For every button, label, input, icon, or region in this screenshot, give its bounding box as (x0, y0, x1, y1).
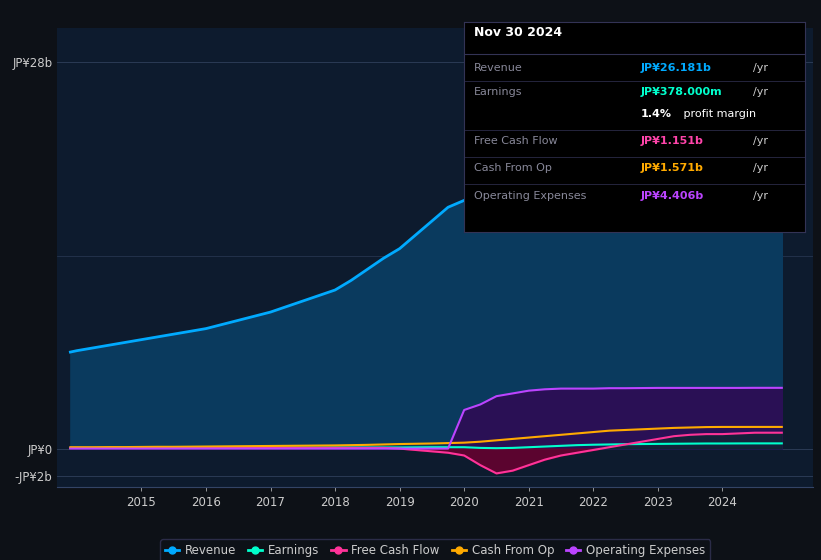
Text: Operating Expenses: Operating Expenses (474, 190, 586, 200)
Text: Earnings: Earnings (474, 87, 523, 97)
Text: JP¥1.571b: JP¥1.571b (641, 164, 704, 174)
Text: profit margin: profit margin (681, 109, 756, 119)
Text: Cash From Op: Cash From Op (474, 164, 552, 174)
Text: /yr: /yr (754, 164, 768, 174)
Text: Revenue: Revenue (474, 63, 523, 73)
Text: 1.4%: 1.4% (641, 109, 672, 119)
Text: /yr: /yr (754, 87, 768, 97)
Legend: Revenue, Earnings, Free Cash Flow, Cash From Op, Operating Expenses: Revenue, Earnings, Free Cash Flow, Cash … (160, 539, 710, 560)
Text: Free Cash Flow: Free Cash Flow (474, 136, 557, 146)
Text: Nov 30 2024: Nov 30 2024 (474, 26, 562, 39)
Text: /yr: /yr (754, 136, 768, 146)
Text: /yr: /yr (754, 190, 768, 200)
Text: /yr: /yr (754, 63, 768, 73)
Text: JP¥1.151b: JP¥1.151b (641, 136, 704, 146)
Text: JP¥26.181b: JP¥26.181b (641, 63, 712, 73)
Text: JP¥378.000m: JP¥378.000m (641, 87, 722, 97)
Text: JP¥4.406b: JP¥4.406b (641, 190, 704, 200)
